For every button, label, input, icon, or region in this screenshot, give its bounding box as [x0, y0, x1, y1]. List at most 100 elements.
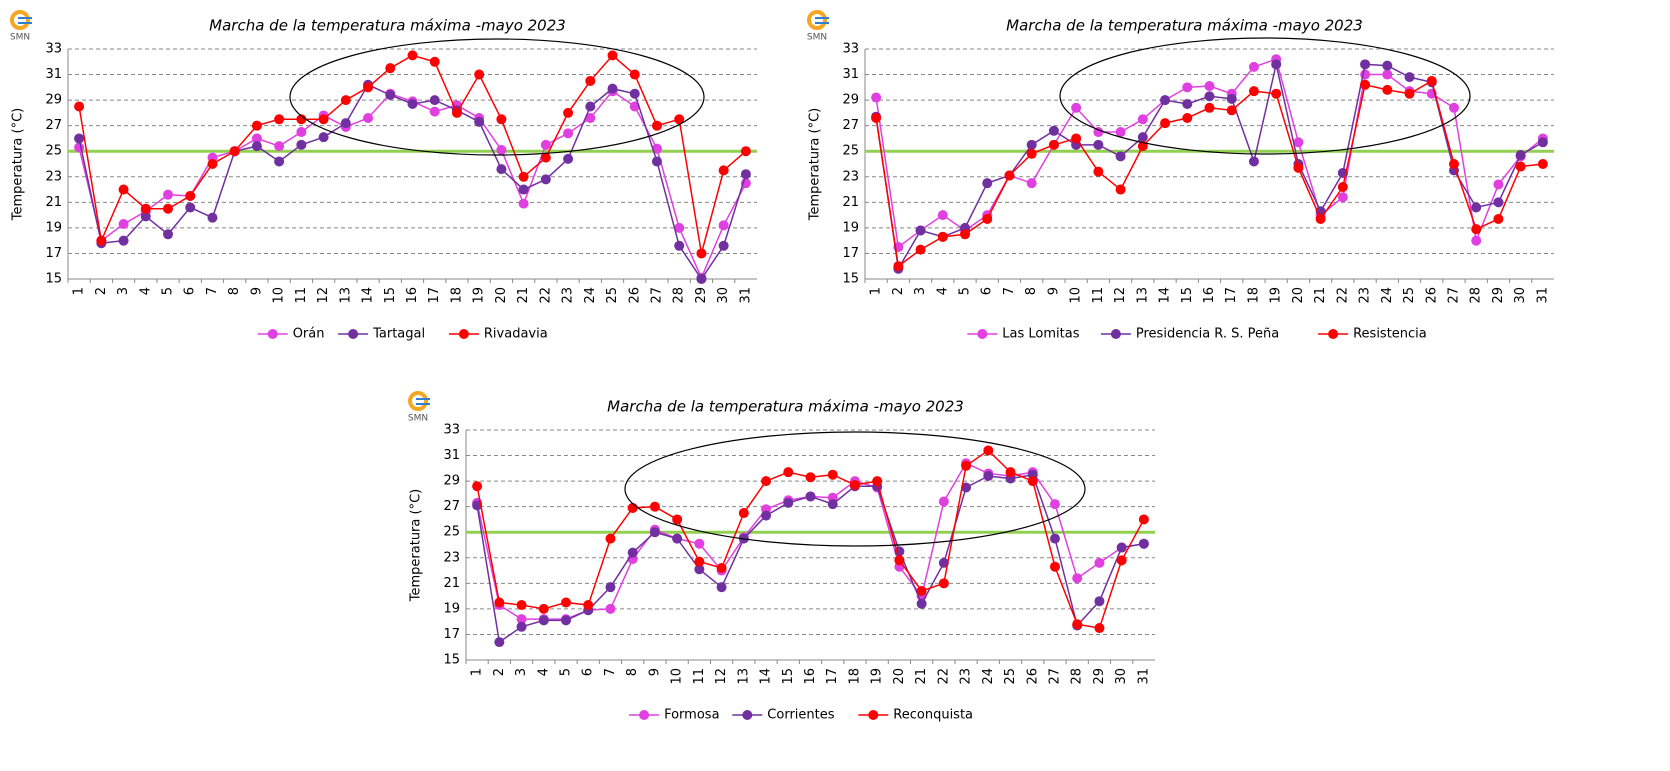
point	[1182, 98, 1193, 109]
point	[429, 56, 440, 67]
point	[1137, 114, 1148, 125]
point	[1049, 533, 1060, 544]
point	[893, 261, 904, 272]
point	[74, 101, 85, 112]
point	[74, 142, 85, 153]
point	[716, 563, 727, 573]
point	[429, 95, 440, 106]
point	[827, 469, 838, 480]
point	[805, 472, 816, 483]
y-tick-label: 29	[45, 93, 62, 108]
x-tick-label: 14	[759, 668, 774, 685]
point	[1049, 499, 1060, 510]
x-tick-label: 19	[1269, 287, 1284, 304]
series-line	[476, 462, 1145, 620]
x-tick-label: 21	[1313, 287, 1328, 304]
point	[318, 114, 329, 125]
point	[1271, 59, 1282, 70]
x-tick-label: 15	[383, 287, 398, 304]
point	[938, 578, 949, 589]
point	[140, 211, 151, 222]
x-tick-label: 17	[1224, 287, 1239, 304]
y-tick-label: 19	[842, 220, 859, 235]
legend-marker	[868, 710, 879, 720]
x-tick-label: 29	[1491, 287, 1506, 304]
point	[1448, 102, 1459, 113]
point	[1048, 125, 1059, 136]
point	[1360, 59, 1371, 70]
point	[651, 120, 662, 131]
point	[1026, 139, 1037, 150]
point	[938, 557, 949, 568]
logo-text: SMN	[807, 33, 827, 43]
y-tick-label: 31	[842, 67, 859, 82]
point	[1204, 81, 1215, 92]
point	[674, 240, 685, 251]
point	[118, 219, 129, 230]
logo-icon	[807, 10, 827, 30]
logo-icon	[10, 10, 30, 30]
point	[1004, 170, 1015, 181]
point	[738, 508, 749, 519]
point	[783, 467, 794, 478]
point	[651, 156, 662, 167]
point	[1138, 538, 1149, 549]
point	[540, 152, 551, 163]
x-tick-label: 27	[1047, 668, 1062, 685]
point	[1160, 118, 1171, 129]
highlight-ellipse	[289, 38, 705, 156]
point	[1382, 60, 1393, 71]
point	[983, 471, 994, 481]
point	[916, 586, 927, 596]
point	[605, 533, 616, 544]
point	[540, 139, 551, 150]
point	[96, 235, 107, 246]
chart: Marcha de la temperatura máxima -mayo 20…	[408, 391, 1155, 723]
point	[1226, 93, 1237, 104]
point	[474, 116, 485, 127]
point	[1072, 573, 1083, 584]
point	[1093, 127, 1104, 138]
point	[207, 212, 218, 223]
point	[1471, 235, 1482, 246]
point	[1093, 166, 1104, 177]
x-tick-label: 24	[981, 668, 996, 685]
x-tick-label: 22	[1335, 287, 1350, 304]
point	[805, 491, 816, 502]
x-tick-label: 22	[538, 287, 553, 304]
x-tick-label: 14	[361, 287, 376, 304]
point	[563, 128, 574, 139]
x-tick-label: 20	[1291, 287, 1306, 304]
point	[718, 165, 729, 176]
x-tick-label: 11	[294, 287, 309, 304]
legend-marker	[348, 329, 359, 339]
point	[274, 114, 285, 125]
point	[605, 582, 616, 593]
y-tick-label: 27	[45, 118, 62, 133]
x-tick-label: 27	[1446, 287, 1461, 304]
y-tick-label: 19	[45, 220, 62, 235]
point	[1448, 159, 1459, 169]
point	[496, 144, 507, 155]
point	[163, 189, 174, 200]
x-tick-label: 3	[514, 668, 529, 676]
x-tick-label: 1	[72, 287, 87, 295]
point	[140, 203, 151, 214]
point	[1027, 476, 1038, 487]
y-tick-label: 25	[443, 525, 460, 540]
x-tick-label: 9	[249, 287, 264, 295]
point	[494, 637, 505, 648]
point	[1160, 95, 1171, 106]
x-tick-label: 20	[892, 668, 907, 685]
point	[915, 244, 926, 255]
point	[1248, 156, 1259, 167]
y-tick-label: 29	[842, 93, 859, 108]
x-tick-label: 1	[470, 668, 485, 676]
point	[1071, 133, 1082, 144]
legend-marker	[1328, 329, 1339, 339]
logo-stripe	[416, 403, 430, 405]
legend-label: Presidencia R. S. Peña	[1136, 327, 1279, 342]
point	[518, 198, 529, 209]
legend-marker	[1110, 329, 1121, 339]
y-tick-label: 15	[443, 653, 460, 668]
